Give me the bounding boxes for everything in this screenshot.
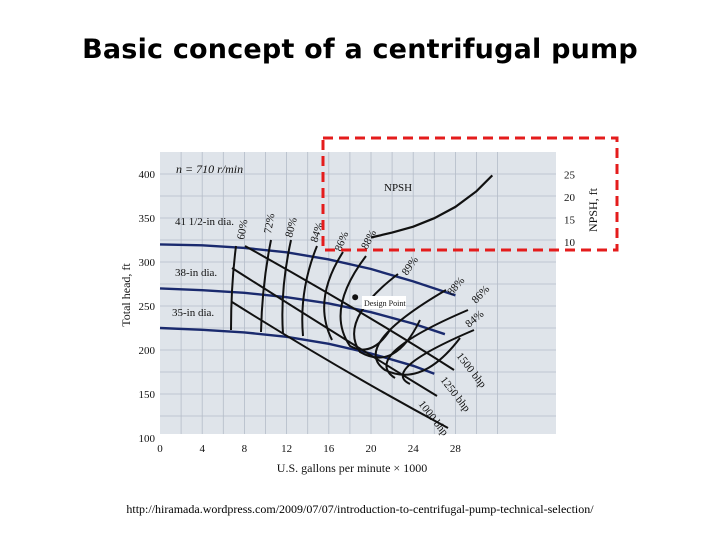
y2-tick-label: 15 (564, 215, 576, 227)
chart-gridlines (160, 152, 556, 434)
y-tick-label: 350 (139, 213, 156, 225)
y-tick-label: 400 (139, 169, 156, 181)
y-tick-label: 200 (139, 345, 156, 357)
design-point-marker (352, 294, 359, 301)
y2-tick-label: 25 (564, 170, 576, 182)
chart-background (160, 152, 556, 434)
x-tick-label: 24 (408, 443, 420, 455)
x-tick-label: 4 (199, 443, 205, 455)
head-curve-label-41: 41 1/2-in dia. (175, 216, 234, 228)
x-tick-label: 0 (157, 443, 163, 455)
efficiency-contour-line (323, 251, 344, 341)
x-tick-label: 16 (323, 443, 335, 455)
y2-tick-label: 20 (564, 192, 576, 204)
efficiency-contour-line (374, 289, 461, 376)
efficiency-label: 60% (235, 219, 250, 241)
y-tick-label: 250 (139, 301, 156, 313)
efficiency-contour-line (401, 329, 475, 385)
head-curves (159, 243, 456, 375)
efficiency-contour-line (385, 309, 469, 379)
efficiency-contour-line (230, 245, 237, 331)
slide-title: Basic concept of a centrifugal pump (82, 34, 638, 65)
efficiency-contour-line (281, 239, 292, 335)
x-tick-label: 12 (281, 443, 292, 455)
power-curves (231, 245, 455, 429)
efficiency-contour-line (339, 255, 391, 351)
npsh-curve-line (370, 174, 494, 239)
head-curve-line (159, 326, 435, 375)
x-tick-label: 8 (242, 443, 248, 455)
head-curve-label-35: 35-in dia. (172, 307, 214, 319)
efficiency-contour-line (260, 239, 272, 333)
design-point-label: Design Point (364, 299, 406, 308)
power-curve-line (231, 267, 438, 397)
y-tick-label: 300 (139, 257, 156, 269)
npsh-curve-group (370, 174, 494, 239)
efficiency-label: 72% (262, 213, 277, 235)
power-curve-line (244, 245, 455, 371)
efficiency-contour-line (301, 245, 318, 337)
y2-axis-label: NPSH, ft (586, 187, 600, 232)
design-point-label-bg (362, 296, 406, 309)
chart-text: n = 710 r/min NPSH 41 1/2-in dia. 38-in … (119, 162, 600, 475)
npsh-highlight-box (321, 136, 619, 252)
source-url: http://hiramada.wordpress.com/2009/07/07… (126, 502, 594, 516)
x-tick-label: 20 (366, 443, 378, 455)
head-curve-line (159, 287, 446, 336)
speed-label: n = 710 r/min (176, 162, 243, 176)
y-tick-label: 150 (139, 389, 156, 401)
y2-tick-label: 10 (564, 237, 576, 249)
y-tick-label: 100 (139, 433, 156, 445)
x-tick-label: 28 (450, 443, 462, 455)
efficiency-label: 80% (283, 216, 300, 238)
head-curve-label-38: 38-in dia. (175, 267, 217, 279)
npsh-curve-label: NPSH (384, 182, 412, 194)
head-curve-line (159, 243, 456, 297)
power-curve-line (231, 301, 449, 429)
x-axis-label: U.S. gallons per minute × 1000 (277, 461, 427, 475)
y-axis-label: Total head, ft (119, 263, 133, 327)
